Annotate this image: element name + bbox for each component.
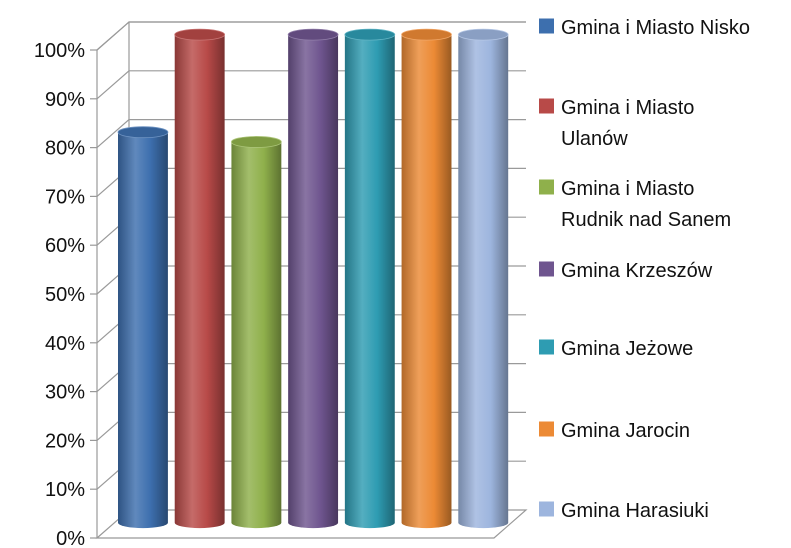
bar-body [288,34,339,529]
legend-item: Gmina Jeżowe [539,338,693,360]
y-tick-label: 100% [34,40,85,62]
bar [401,28,452,529]
legend-swatch [539,179,554,195]
legend-label: Gmina i Miasto Nisko [561,17,750,39]
bar-top [231,136,282,148]
bar [117,126,169,529]
bar-body [344,34,395,529]
gridline [96,21,526,51]
bar [287,28,339,529]
bars [117,28,509,529]
y-tick-label: 60% [45,235,85,257]
y-tick-label: 50% [45,284,85,306]
legend-swatch [539,421,554,437]
legend-item: Gmina i Miasto Rudnik nad Sanem [539,178,731,231]
legend-swatch [539,339,554,355]
legend-item: Gmina i Miasto Ulanów [539,97,694,150]
legend-swatch [539,18,554,34]
y-tick-label: 10% [45,479,85,501]
bar [231,136,282,529]
legend-swatch [539,98,554,114]
y-tick-label: 20% [45,430,85,452]
legend-label: Gmina i Miasto Ulanów [561,97,694,150]
y-tick-label: 70% [45,186,85,208]
y-tick-label: 30% [45,382,85,404]
legend-label: Gmina Jeżowe [561,338,693,360]
bar-top [344,28,396,41]
bar-top [174,28,226,41]
bar-top [117,126,169,139]
legend-label: Gmina Jarocin [561,420,690,442]
legend-swatch [539,261,554,277]
bar-body [118,132,168,529]
bar-body [401,34,452,529]
legend-label: Gmina Harasiuki [561,500,709,522]
legend-item: Gmina Krzeszów [539,260,713,282]
y-axis-tick-labels: 0% 10% 20% 30% 40% 50% 60% 70% 80% 90% 100% [34,40,97,548]
legend-item: Gmina i Miasto Nisko [539,17,750,39]
bar-top [287,28,339,41]
bar-body [231,141,282,529]
legend-swatch [539,501,554,517]
y-tick-label: 0% [56,528,85,548]
bar [457,28,509,529]
bar [174,28,226,529]
bar-top [401,28,452,41]
legend-label: Gmina i Miasto Rudnik nad Sanem [561,178,731,231]
bar [344,28,396,529]
bar-body [458,34,509,529]
legend-label: Gmina Krzeszów [561,260,713,282]
y-tick-label: 90% [45,89,85,111]
legend: Gmina i Miasto Nisko Gmina i Miasto Ulanów… [539,17,750,522]
y-tick-label: 80% [45,138,85,160]
legend-item: Gmina Harasiuki [539,500,709,522]
bar-top [457,28,509,41]
y-tick-label: 40% [45,333,85,355]
bar-body [174,34,225,529]
legend-item: Gmina Jarocin [539,420,690,442]
